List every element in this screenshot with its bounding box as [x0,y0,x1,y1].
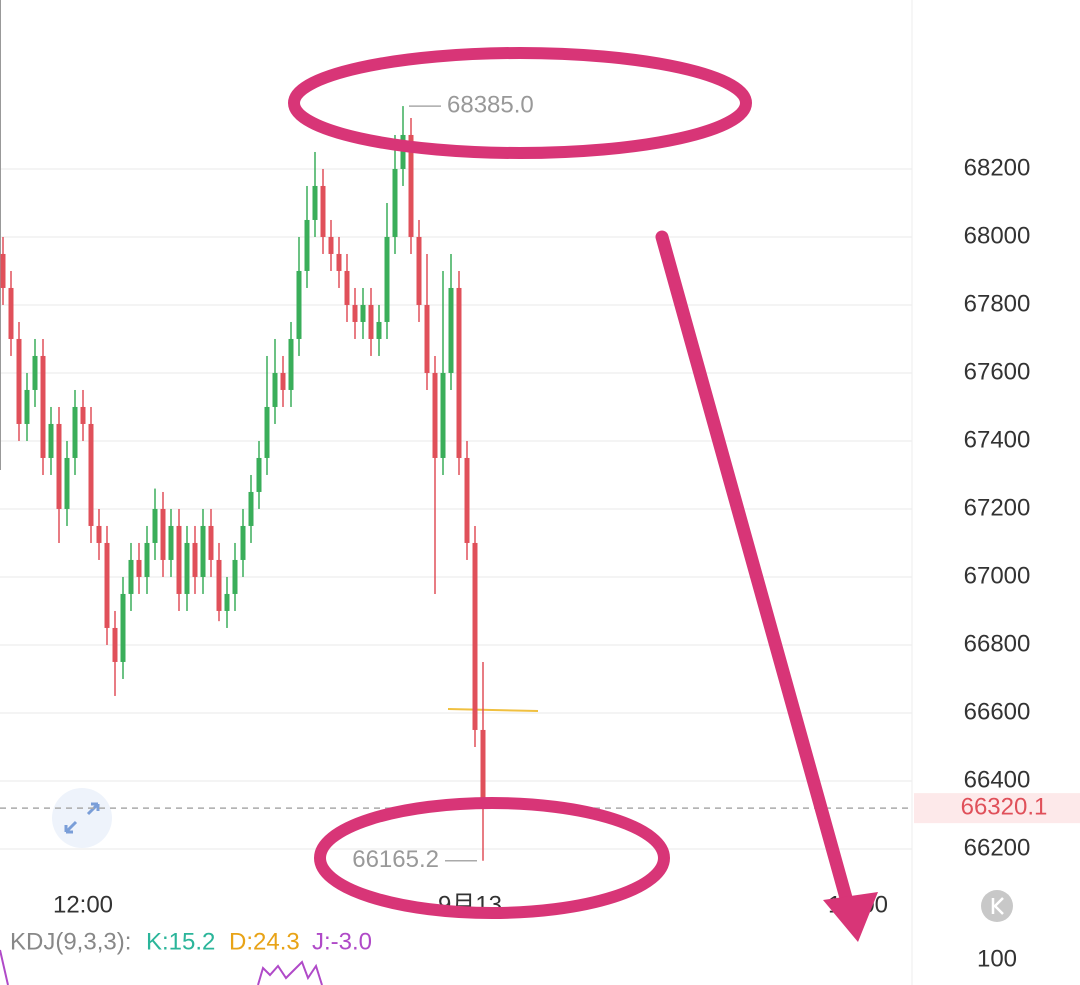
candle-body [40,355,46,458]
candle-body [360,304,366,322]
indicator-line [257,960,323,985]
candle-body [136,559,142,577]
y-tick-label: 68000 [964,222,1031,249]
candle-body [80,406,86,424]
max-marker-label: 68385.0 [447,91,534,118]
candle-body [416,236,422,305]
indicator-line [0,949,9,985]
last-price-label: 66320.1 [961,793,1048,820]
candle-body [408,134,414,237]
candle-body [144,542,150,577]
candle-body [288,338,294,390]
indicator-d: D:24.3 [229,928,300,955]
candle-body [272,372,278,407]
candle-body [248,491,254,526]
y-tick-label: 67400 [964,426,1031,453]
candle-body [296,270,302,339]
k-icon[interactable] [991,897,1004,915]
candle-body [328,236,334,254]
candle-body [448,287,454,373]
indicator-name: KDJ(9,3,3): [10,928,131,955]
candle-body [392,168,398,237]
candle-body [432,372,438,458]
k-button[interactable] [981,890,1013,922]
y-tick-label: 66200 [964,834,1031,861]
crosshair [447,708,539,712]
candle-body [32,355,38,390]
candle-body [240,525,246,560]
y-tick-label: 67000 [964,562,1031,589]
candle-body [320,185,326,237]
candle-body [168,525,174,560]
indicator-tick-label: 100 [977,945,1017,972]
candle-body [424,304,430,373]
y-tick-label: 66800 [964,630,1031,657]
candle-body [224,593,230,611]
candle-body [352,304,358,322]
candle-body [384,236,390,322]
y-tick-label: 68200 [964,154,1031,181]
last-price-box [914,793,1080,824]
candle-body [336,253,342,271]
min-marker-label: 66165.2 [352,846,439,873]
candle-body [472,542,478,730]
candle-body [192,542,198,577]
candle-body [128,559,134,594]
candle-body [200,525,206,577]
expand-button[interactable] [52,788,112,848]
candle-body [160,508,166,560]
candle-body [368,304,374,339]
candle-body [312,185,318,220]
candle-body [232,559,238,594]
annotation-arrowhead [823,892,878,942]
candle-body [344,270,350,305]
candle-body [480,729,486,809]
candle-body [0,253,6,288]
y-tick-label: 66600 [964,698,1031,725]
candle-body [152,508,158,543]
candle-body [24,389,30,424]
indicator-j: J:-3.0 [312,928,372,955]
candle-body [96,525,102,543]
candle-body [120,593,126,662]
y-tick-label: 67600 [964,358,1031,385]
candle-body [264,406,270,458]
candle-body [280,372,286,390]
expand-icon[interactable] [64,802,100,834]
candle-body [72,406,78,458]
candle-body [88,423,94,526]
expand-button-bg[interactable] [52,788,112,848]
candle-body [8,287,14,339]
candle-body [440,372,446,458]
annotation-ellipse [288,47,752,159]
candle-body [184,542,190,594]
candle-body [464,457,470,543]
candle-body [176,525,182,594]
y-tick-label: 67800 [964,290,1031,317]
x-tick-label: 12:00 [53,891,113,918]
annotation-ellipse [314,797,670,919]
candle-body [376,321,382,339]
candle-body [208,525,214,560]
candle-body [48,423,54,458]
y-tick-label: 67200 [964,494,1031,521]
candle-body [304,219,310,271]
candle-body [400,134,406,169]
candle-body [104,542,110,628]
annotation-arrow [655,230,855,912]
indicator-k: K:15.2 [146,928,215,955]
candle-body [216,559,222,611]
candle-body [56,423,62,509]
candle-body [16,338,22,424]
candle-body [112,627,118,662]
candle-body [456,287,462,458]
candle-body [256,457,262,492]
candle-body [64,457,70,509]
y-tick-label: 66400 [964,766,1031,793]
k-button-bg[interactable] [981,890,1013,922]
